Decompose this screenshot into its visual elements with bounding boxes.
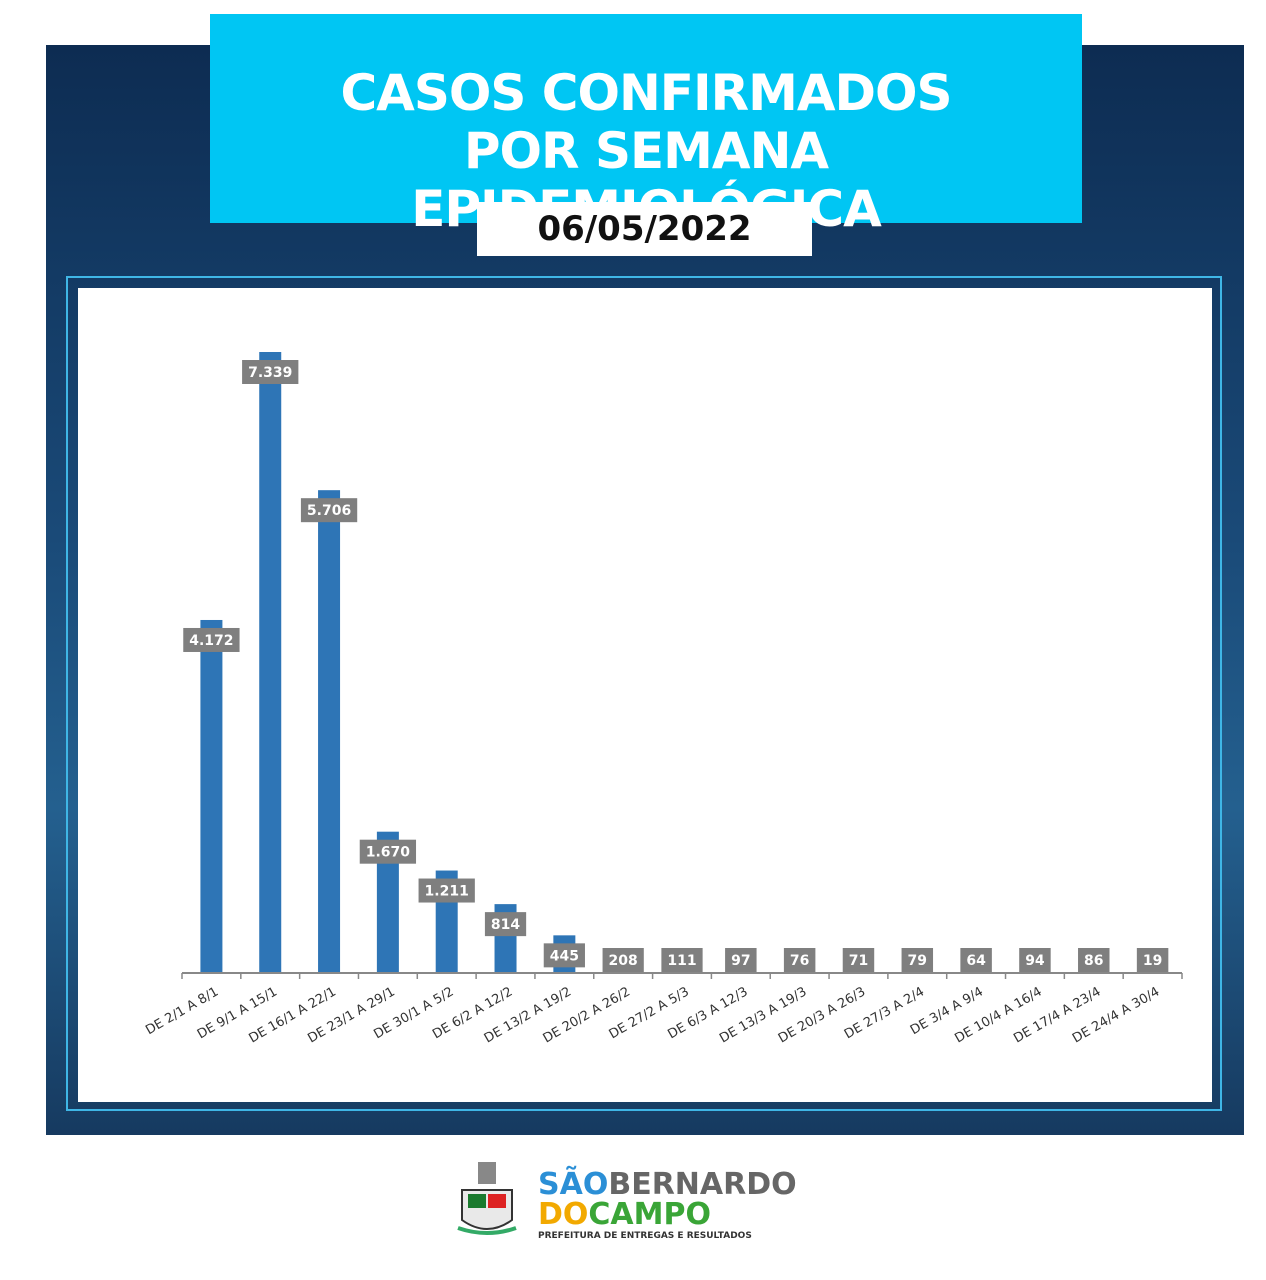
value-label: 97 xyxy=(731,953,750,969)
value-label: 445 xyxy=(550,948,579,964)
logo: SÃOBERNARDO DOCAMPO PREFEITURA DE ENTREG… xyxy=(538,1170,797,1241)
value-label: 814 xyxy=(491,917,520,933)
value-label-box xyxy=(300,498,358,523)
value-label-box xyxy=(783,948,816,972)
value-label-box xyxy=(1078,948,1110,972)
value-label-box xyxy=(359,839,417,864)
value-label-box xyxy=(418,878,475,903)
value-label: 79 xyxy=(908,953,927,969)
value-label: 94 xyxy=(1025,953,1045,969)
value-label-box xyxy=(183,627,240,652)
value-label-box xyxy=(543,943,585,968)
value-label: 64 xyxy=(966,953,986,969)
logo-text: DO xyxy=(538,1197,589,1232)
value-label: 7.339 xyxy=(248,365,292,381)
value-label-box xyxy=(1019,948,1051,972)
value-label: 4.172 xyxy=(189,633,233,649)
bar xyxy=(200,619,223,973)
chart-title: CASOS CONFIRMADOS POR SEMANA EPIDEMIOLÓG… xyxy=(210,14,1082,238)
chart-subtitle: 06/05/2022 xyxy=(477,202,812,256)
logo-text: CAMPO xyxy=(588,1197,711,1232)
value-label-box xyxy=(602,948,644,972)
value-label: 86 xyxy=(1084,953,1103,969)
value-label-box xyxy=(725,948,757,972)
frame xyxy=(66,276,1222,1111)
logo-text: SÃO xyxy=(538,1167,609,1202)
emblem xyxy=(457,1162,517,1235)
logo-tagline: PREFEITURA DE ENTREGAS E RESULTADOS xyxy=(538,1231,752,1241)
value-label: 1.211 xyxy=(425,884,469,900)
bar xyxy=(318,490,341,973)
value-label-box xyxy=(960,948,992,972)
value-label-box xyxy=(242,360,299,384)
logo-text: BERNARDO xyxy=(608,1167,797,1202)
value-label-box xyxy=(484,912,527,937)
bar xyxy=(259,352,282,973)
value-label-box xyxy=(901,948,934,972)
bar xyxy=(376,831,399,973)
value-label: 111 xyxy=(667,953,696,969)
value-label: 71 xyxy=(849,953,868,969)
value-label-box xyxy=(842,948,875,972)
value-label: 1.670 xyxy=(366,845,411,861)
value-label: 76 xyxy=(790,953,809,969)
value-label: 208 xyxy=(609,953,638,969)
value-label: 19 xyxy=(1143,953,1162,969)
value-label-box xyxy=(661,948,703,972)
value-label: 5.706 xyxy=(307,503,351,519)
value-label-box xyxy=(1136,948,1169,972)
